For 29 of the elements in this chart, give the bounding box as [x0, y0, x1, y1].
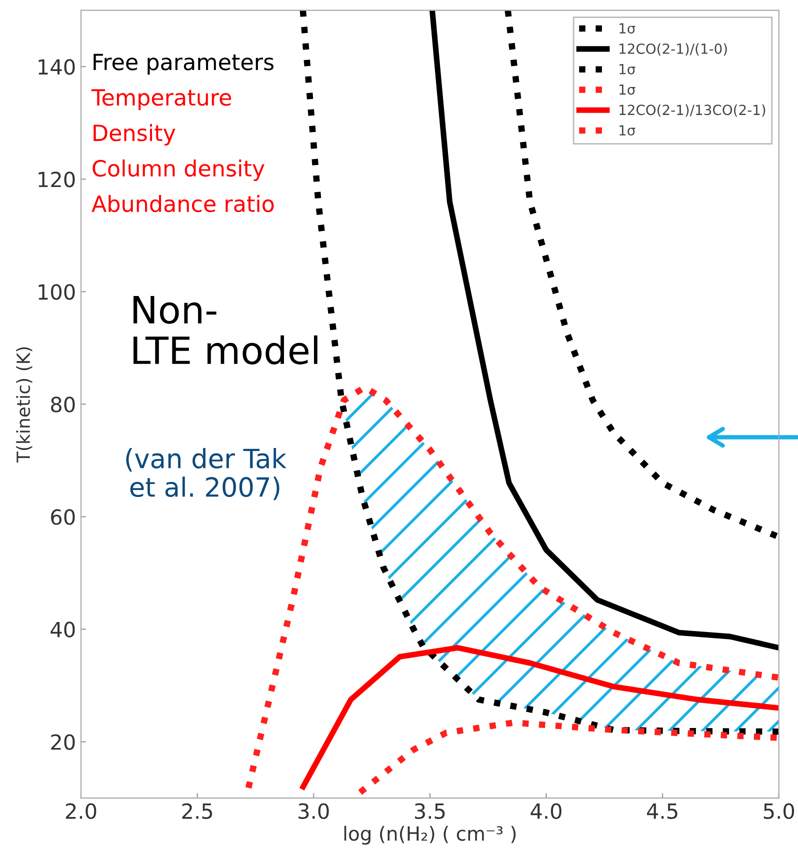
x-axis-title: log (n(H₂) ( cm⁻³ ): [344, 826, 516, 845]
x-tick-label: 5.0: [764, 803, 794, 820]
legend-label: 1σ: [620, 84, 636, 95]
x-tick-label: 3.5: [414, 803, 445, 820]
annotation: Abundance ratio: [92, 194, 274, 212]
annotation: Column density: [92, 160, 264, 182]
y-tick-label: 100: [38, 284, 75, 300]
y-tick-label: 140: [38, 59, 75, 75]
legend-label: 1σ: [620, 125, 636, 136]
annotation: Temperature: [91, 89, 232, 110]
y-tick-label: 120: [38, 172, 75, 188]
y-tick-label: 60: [51, 509, 75, 525]
legend-label: 12CO(2-1)/13CO(2-1): [620, 104, 766, 117]
y-axis-title: T(kinetic) (K): [16, 347, 32, 463]
annotation: Free parameters: [94, 54, 274, 75]
annotation: Density: [94, 124, 176, 146]
annotation: Non- LTE model: [134, 296, 318, 364]
y-tick-label: 80: [51, 396, 75, 412]
x-tick-label: 3.0: [298, 803, 329, 820]
y-tick-label: 40: [50, 622, 75, 638]
x-tick-label: 4.5: [646, 804, 678, 820]
x-tick-label: 2.0: [66, 803, 96, 820]
y-tick-label: 20: [51, 734, 75, 750]
legend-label: 1σ: [620, 23, 636, 34]
annotation: (van der Tak et al. 2007): [126, 448, 286, 500]
x-tick-label: 4.0: [530, 803, 562, 820]
legend-label: 1σ: [620, 64, 636, 74]
legend-label: 12CO(2-1)/(1-0): [620, 43, 727, 56]
x-tick-label: 2.5: [182, 803, 212, 820]
